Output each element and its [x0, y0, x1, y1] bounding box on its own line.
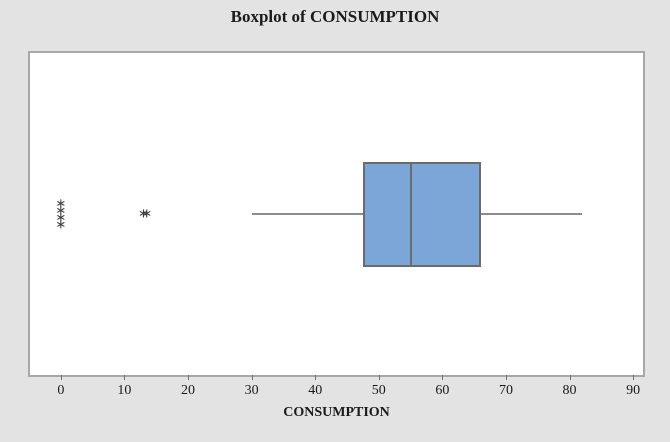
x-tick-label: 50 — [371, 383, 386, 398]
x-tick-label: 60 — [435, 383, 450, 398]
box — [362, 161, 481, 268]
x-tick-label: 90 — [626, 383, 641, 398]
outlier-point: ∗ — [55, 217, 67, 232]
x-tick — [505, 375, 507, 380]
x-tick — [188, 375, 190, 380]
outlier-point: ∗ — [138, 206, 149, 222]
plot-area: CONSUMPTION 0 10 20 30 40 50 60 70 80 90 ∗ ∗ ∗ ∗ ∗ ∗ — [28, 51, 645, 420]
x-axis-label: CONSUMPTION — [283, 405, 390, 420]
x-tick — [251, 375, 253, 380]
outlier-point: ∗ — [55, 203, 67, 218]
x-tick — [442, 375, 444, 380]
x-tick-label: 10 — [117, 383, 132, 398]
x-tick-label: 40 — [308, 383, 323, 398]
x-tick-label: 20 — [181, 383, 196, 398]
x-tick — [569, 375, 571, 380]
x-tick — [60, 375, 62, 380]
x-tick-label: 30 — [244, 383, 259, 398]
x-tick — [633, 375, 635, 380]
chart-title: Boxplot of CONSUMPTION — [230, 7, 440, 26]
outlier-point: ∗ — [141, 206, 153, 222]
outlier-point: ∗ — [55, 210, 67, 225]
x-tick-label: 0 — [57, 383, 65, 398]
x-tick-label: 80 — [562, 383, 577, 398]
x-tick-label: 70 — [498, 383, 513, 398]
x-tick — [378, 375, 380, 380]
median-line — [409, 161, 412, 268]
x-tick — [124, 375, 126, 380]
outlier-point: ∗ — [55, 196, 67, 211]
x-tick — [315, 375, 317, 380]
